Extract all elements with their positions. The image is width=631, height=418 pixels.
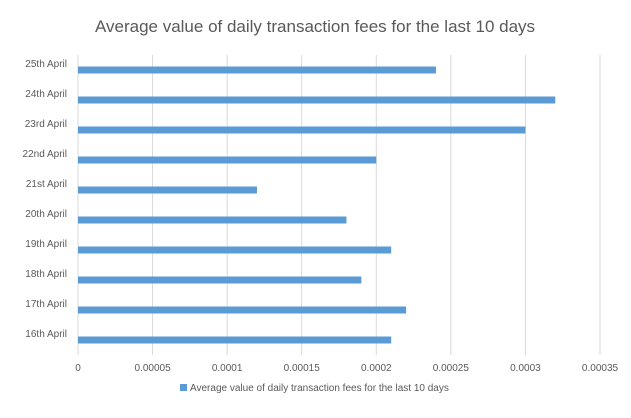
- bar: [78, 216, 347, 224]
- chart-title: Average value of daily transaction fees …: [95, 17, 535, 36]
- x-tick-label: 0: [75, 363, 81, 374]
- bar: [78, 306, 407, 314]
- x-tick-label: 0.00015: [284, 363, 321, 374]
- x-tick-label: 0.0002: [361, 363, 392, 374]
- x-tick-label: 0.0003: [510, 363, 541, 374]
- legend-swatch: [180, 384, 187, 391]
- bar: [78, 186, 257, 194]
- bar: [78, 156, 377, 164]
- category-label: 16th April: [25, 329, 67, 340]
- category-label: 19th April: [25, 239, 67, 250]
- bar: [78, 96, 556, 104]
- legend-label: Average value of daily transaction fees …: [190, 383, 449, 394]
- bar: [78, 126, 526, 134]
- bar: [78, 276, 362, 284]
- x-tick-labels: 0 0.00005 0.0001 0.00015 0.0002 0.00025 0.0003…: [75, 363, 618, 374]
- category-label: 23rd April: [25, 119, 67, 130]
- category-label: 20th April: [25, 209, 67, 220]
- x-tick-label: 0.00035: [582, 363, 619, 374]
- category-label: 24th April: [25, 89, 67, 100]
- category-labels: 25th April 24th April 23rd April 22nd April…: [23, 59, 67, 340]
- x-tick-label: 0.00025: [433, 363, 470, 374]
- x-tick-label: 0.00005: [134, 363, 171, 374]
- bar: [78, 336, 392, 344]
- bar: [78, 246, 392, 254]
- category-label: 21st April: [26, 179, 67, 190]
- bar: [78, 66, 436, 74]
- legend: Average value of daily transaction fees …: [180, 383, 449, 394]
- category-label: 18th April: [25, 269, 67, 280]
- category-label: 17th April: [25, 299, 67, 310]
- category-label: 25th April: [25, 59, 67, 70]
- x-tick-label: 0.0001: [212, 363, 243, 374]
- grid-lines: [77, 55, 601, 355]
- bars: [78, 66, 556, 344]
- category-label: 22nd April: [23, 149, 67, 160]
